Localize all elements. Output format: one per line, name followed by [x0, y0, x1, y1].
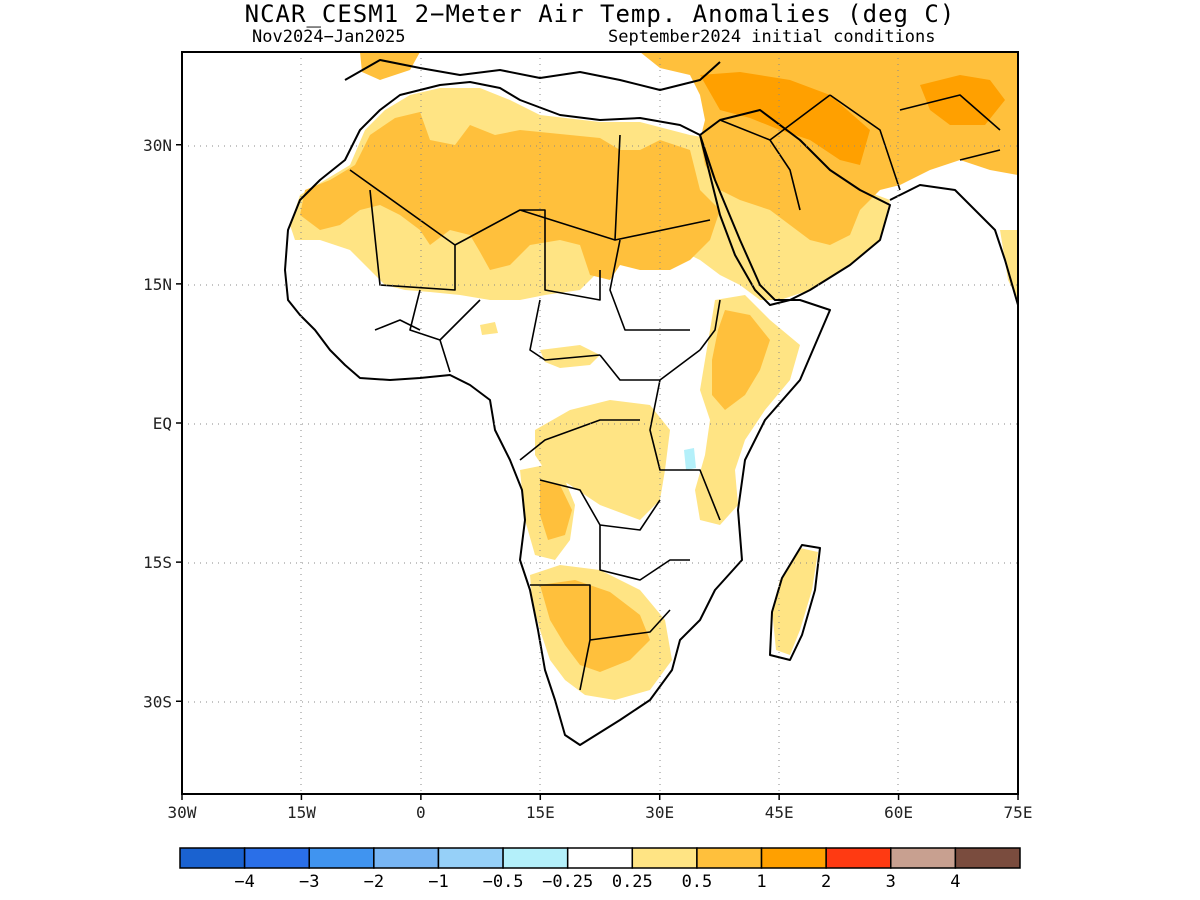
- latitude-axis: 30N 15N EQ 15S 30S: [143, 136, 182, 711]
- coastline-arabia: [699, 109, 891, 306]
- gridlines: [182, 52, 1018, 794]
- colorbar-label: 2: [821, 872, 831, 892]
- lon-tick-label: 60E: [884, 803, 913, 822]
- coastline-madagascar: [769, 544, 821, 661]
- colorbar-swatch: [890, 847, 957, 869]
- lat-tick-label: 15S: [143, 553, 172, 572]
- colorbar-swatch: [437, 847, 504, 869]
- colorbar-swatch: [631, 847, 698, 869]
- colorbar-label: 4: [950, 872, 960, 892]
- lat-tick-label: EQ: [153, 414, 172, 433]
- colorbar-swatch: [179, 847, 246, 869]
- colorbar-label: −0.5: [483, 872, 524, 892]
- lon-tick-label: 45E: [765, 803, 794, 822]
- anomaly-region-central-africa: [535, 400, 670, 520]
- map-area: [182, 52, 1018, 794]
- anomaly-region-kalahari: [540, 580, 650, 672]
- colorbar-label: −2: [364, 872, 384, 892]
- longitude-axis: 30W 15W 0 15E 30E 45E 60E 75E: [168, 794, 1033, 822]
- lat-tick-label: 30S: [143, 692, 172, 711]
- anomaly-region-east-coast: [1000, 230, 1018, 300]
- anomaly-region-sahel-patch: [540, 345, 600, 368]
- coastline-europe: [344, 59, 721, 91]
- colorbar-label: 0.5: [682, 872, 713, 892]
- lat-tick-label: 15N: [143, 275, 172, 294]
- colorbar-label: 1: [756, 872, 766, 892]
- colorbar: −4 −3 −2 −1 −0.5 −0.25 0.25 0.5 1 2 3 4: [179, 847, 1021, 892]
- lon-tick-label: 30E: [645, 803, 674, 822]
- lon-tick-label: 75E: [1004, 803, 1033, 822]
- colorbar-swatch: [243, 847, 310, 869]
- colorbar-swatch: [696, 847, 763, 869]
- lon-tick-label: 0: [416, 803, 426, 822]
- colorbar-swatch: [760, 847, 827, 869]
- forecast-period: Nov2024−Jan2025: [252, 27, 406, 47]
- anomaly-region-lake-cool: [684, 448, 696, 470]
- lon-tick-label: 15E: [526, 803, 555, 822]
- colorbar-swatch: [566, 847, 634, 869]
- colorbar-label: 0.25: [612, 872, 653, 892]
- colorbar-swatch: [308, 847, 375, 869]
- colorbar-swatch: [954, 847, 1021, 869]
- colorbar-label: −1: [428, 872, 448, 892]
- anomaly-region-west-africa-patch: [480, 322, 498, 335]
- colorbar-label: −3: [299, 872, 319, 892]
- coastlines-and-borders: [284, 59, 1018, 746]
- anomaly-region-angola-strong: [540, 480, 572, 540]
- anomaly-region-central-asia-strong: [920, 75, 1005, 125]
- lon-tick-label: 15W: [287, 803, 316, 822]
- initial-conditions-label: September2024 initial conditions: [608, 27, 936, 47]
- colorbar-swatch: [373, 847, 440, 869]
- coastline-africa: [284, 81, 831, 746]
- colorbar-label: 3: [886, 872, 896, 892]
- coastline-asia: [889, 184, 1018, 306]
- map-title: NCAR_CESM1 2−Meter Air Temp. Anomalies (…: [244, 0, 956, 28]
- colorbar-swatch: [825, 847, 892, 869]
- anomaly-region-mediterranean: [360, 52, 420, 80]
- borders-middle-east: [719, 94, 1001, 211]
- lat-tick-label: 30N: [143, 136, 172, 155]
- anomaly-region-east-africa: [712, 310, 770, 410]
- colorbar-label: −4: [234, 872, 254, 892]
- borders-africa: [349, 134, 721, 691]
- anomaly-region-iran-strong: [700, 72, 870, 165]
- colorbar-label: −0.25: [542, 872, 593, 892]
- colorbar-swatch: [502, 847, 569, 869]
- lon-tick-label: 30W: [168, 803, 197, 822]
